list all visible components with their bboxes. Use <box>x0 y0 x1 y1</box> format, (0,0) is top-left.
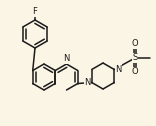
Text: O: O <box>132 39 138 49</box>
Text: O: O <box>132 68 138 76</box>
Text: N: N <box>115 65 122 74</box>
Text: N: N <box>63 54 70 63</box>
Text: S: S <box>132 54 138 62</box>
Text: F: F <box>33 8 37 17</box>
Text: N: N <box>84 78 91 87</box>
